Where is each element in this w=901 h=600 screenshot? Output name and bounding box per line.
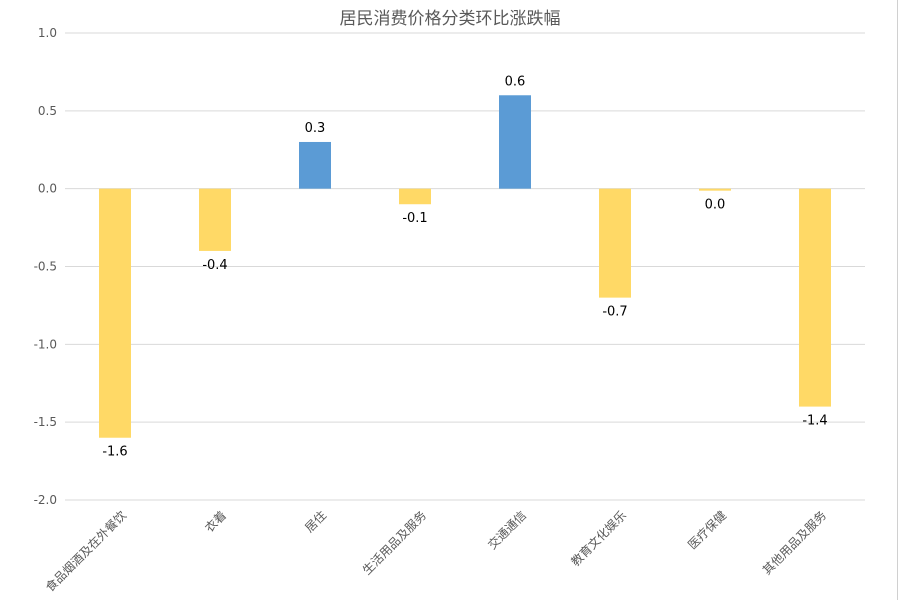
y-tick-label: 1.0 (38, 26, 57, 40)
data-label: -0.4 (202, 258, 227, 273)
x-tick-label: 居住 (302, 508, 329, 535)
y-tick-label: -1.0 (34, 337, 57, 351)
x-tick-label: 食品烟酒及在外餐饮 (42, 508, 129, 595)
right-border (897, 0, 898, 600)
data-label: 0.3 (305, 121, 326, 136)
data-label: 0.6 (505, 74, 526, 89)
chart-title: 居民消费价格分类环比涨跌幅 (340, 9, 561, 29)
x-tick-label: 医疗保健 (685, 508, 729, 552)
data-label: 0.0 (705, 198, 726, 213)
y-tick-label: -2.0 (34, 493, 57, 507)
bar (399, 188, 431, 205)
x-tick-label: 交通通信 (485, 508, 530, 553)
data-label: -0.7 (602, 305, 627, 320)
bar (799, 188, 831, 407)
data-label: -0.1 (402, 211, 427, 226)
x-tick-label: 教育文化娱乐 (568, 508, 630, 570)
bar (199, 188, 231, 251)
x-tick-label: 其他用品及服务 (759, 508, 829, 578)
data-label: -1.6 (102, 445, 127, 460)
y-tick-label: 0.0 (38, 182, 57, 196)
bar (99, 188, 131, 438)
y-tick-label: -0.5 (34, 260, 57, 274)
bar (299, 141, 331, 189)
bar (699, 188, 731, 191)
y-tick-label: 0.5 (38, 104, 57, 118)
bar (499, 95, 531, 189)
data-label: -1.4 (802, 414, 827, 429)
y-tick-label: -1.5 (34, 415, 57, 429)
x-tick-label: 生活用品及服务 (359, 508, 429, 578)
x-tick-label: 衣着 (202, 508, 230, 536)
bar (599, 188, 631, 298)
